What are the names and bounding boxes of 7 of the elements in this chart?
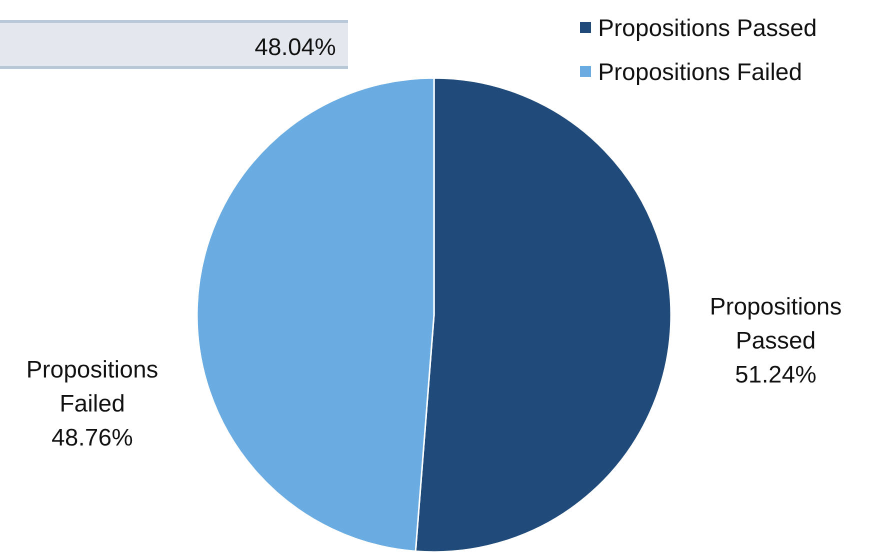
legend-label: Propositions Failed bbox=[598, 59, 802, 86]
legend-label: Propositions Passed bbox=[598, 15, 817, 42]
slice-label: Propositions Failed bbox=[26, 356, 158, 418]
data-label: 51.24% bbox=[735, 361, 816, 388]
text: 48.04% bbox=[254, 34, 336, 61]
data-label: 48.76% bbox=[52, 424, 133, 452]
slice-label: Propositions Passed bbox=[710, 293, 842, 354]
